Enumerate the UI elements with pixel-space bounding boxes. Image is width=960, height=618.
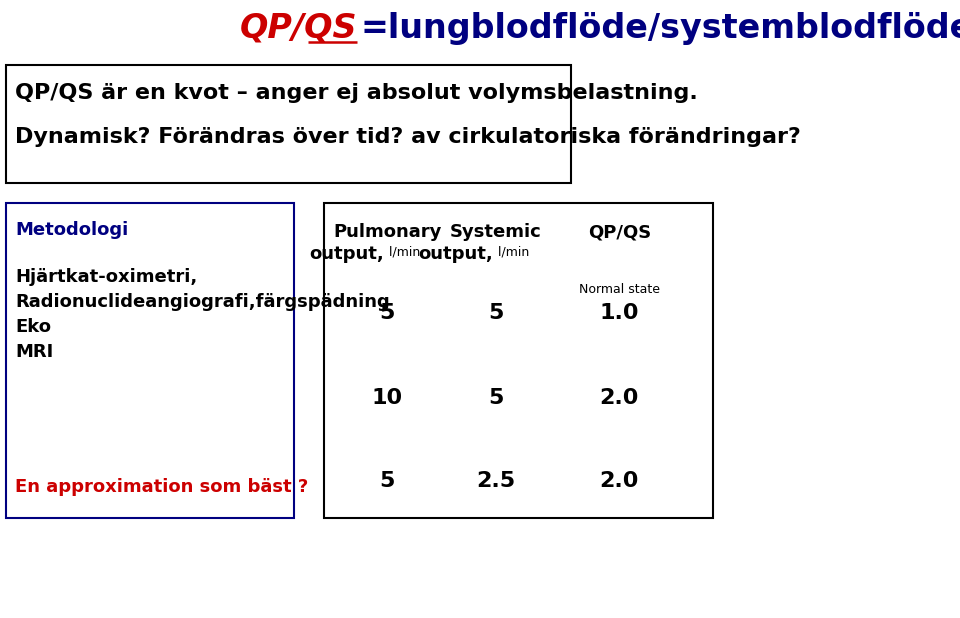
Text: QP/QS: QP/QS <box>588 223 651 241</box>
Text: En approximation som bäst ?: En approximation som bäst ? <box>15 478 308 496</box>
Text: output,: output, <box>309 245 384 263</box>
Text: =lungblodflöde/systemblodflöde: =lungblodflöde/systemblodflöde <box>360 12 960 44</box>
Text: 5: 5 <box>379 471 395 491</box>
Text: 5: 5 <box>379 303 395 323</box>
Text: 1.0: 1.0 <box>600 303 639 323</box>
Text: 10: 10 <box>372 388 403 408</box>
Text: Radionuclideangiografi,färgspädning: Radionuclideangiografi,färgspädning <box>15 293 390 311</box>
FancyBboxPatch shape <box>6 203 295 518</box>
Text: Metodologi: Metodologi <box>15 221 129 239</box>
Text: l/min: l/min <box>385 245 420 258</box>
Text: Pulmonary: Pulmonary <box>333 223 442 241</box>
Text: QP/QS är en kvot – anger ej absolut volymsbelastning.: QP/QS är en kvot – anger ej absolut voly… <box>15 83 698 103</box>
Text: Eko: Eko <box>15 318 51 336</box>
Text: Dynamisk? Förändras över tid? av cirkulatoriska förändringar?: Dynamisk? Förändras över tid? av cirkula… <box>15 127 801 147</box>
Text: Normal state: Normal state <box>579 283 660 296</box>
Text: output,: output, <box>418 245 492 263</box>
FancyBboxPatch shape <box>6 65 571 183</box>
Text: 5: 5 <box>488 303 503 323</box>
Text: MRI: MRI <box>15 343 53 361</box>
Text: 2.5: 2.5 <box>476 471 516 491</box>
Text: 5: 5 <box>488 388 503 408</box>
Text: QP/QS: QP/QS <box>240 12 357 44</box>
Text: 2.0: 2.0 <box>600 471 639 491</box>
Text: l/min: l/min <box>493 245 529 258</box>
Text: Hjärtkat-oximetri,: Hjärtkat-oximetri, <box>15 268 197 286</box>
Text: 2.0: 2.0 <box>600 388 639 408</box>
FancyBboxPatch shape <box>324 203 713 518</box>
Text: Systemic: Systemic <box>450 223 541 241</box>
